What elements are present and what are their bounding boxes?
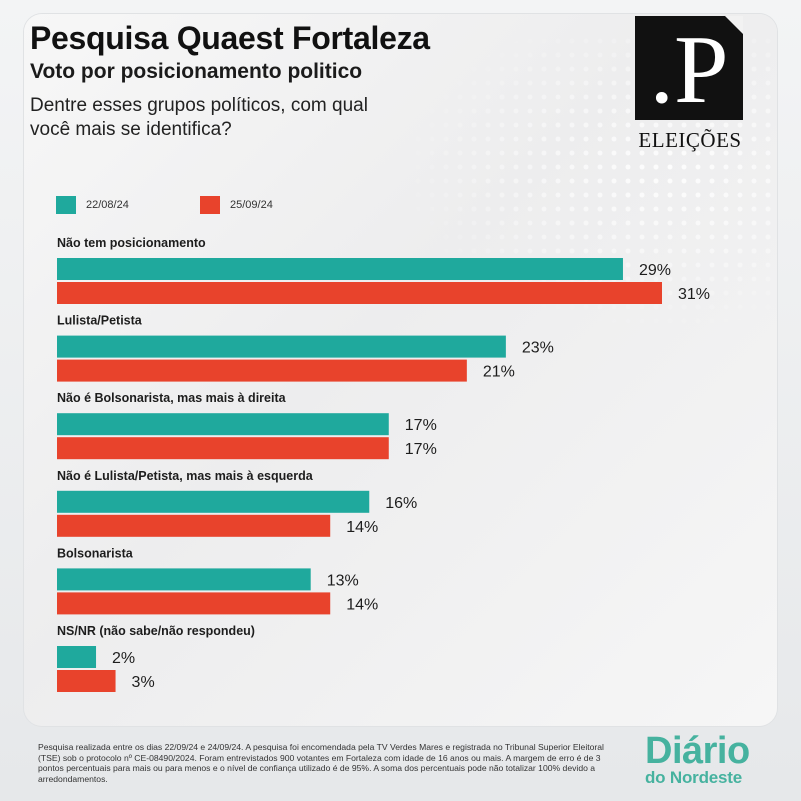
- bar-series-2: [57, 592, 331, 615]
- bar-series-1: [57, 646, 97, 668]
- logo-letter: .P: [649, 16, 729, 124]
- bar-value-label: 17%: [405, 441, 437, 458]
- legend-swatch-series-2: [200, 196, 220, 214]
- legend-item-series-1: 22/08/24: [56, 196, 129, 214]
- bar-value-label: 17%: [405, 417, 437, 434]
- bar-series-2: [57, 282, 662, 304]
- bar-chart: Não tem posicionamento 29% 31% Lulista/Peti…: [57, 236, 710, 692]
- bar-series-1: [57, 490, 370, 513]
- category-label: Não é Lulista/Petista, mas mais à esquer…: [57, 469, 314, 483]
- legend-label-series-1: 22/08/24: [86, 199, 129, 211]
- bar-value-label: 29%: [639, 262, 671, 279]
- bar-value-label: 31%: [678, 286, 710, 303]
- bar-value-label: 23%: [522, 340, 554, 357]
- category-label: NS/NR (não sabe/não respondeu): [57, 624, 255, 638]
- category-label: Não tem posicionamento: [57, 236, 206, 250]
- legend-swatch-series-1: [56, 196, 76, 214]
- category-label: Não é Bolsonarista, mas mais à direita: [57, 391, 287, 405]
- page-title: Pesquisa Quaest Fortaleza: [30, 20, 430, 56]
- page-subtitle: Voto por posicionamento politico: [30, 60, 363, 83]
- survey-question: Dentre esses grupos políticos, com qual …: [30, 95, 368, 140]
- bar-value-label: 3%: [132, 674, 155, 691]
- category-label: Lulista/Petista: [57, 314, 143, 328]
- bar-value-label: 13%: [327, 572, 359, 589]
- eleicoes-label: ELEIÇÕES: [638, 128, 742, 152]
- opovo-p-logo: .P: [635, 16, 743, 120]
- bar-series-1: [57, 258, 623, 280]
- brand-name-top: Diário: [645, 730, 750, 772]
- bar-series-2: [57, 359, 467, 382]
- legend-item-series-2: 25/09/24: [200, 196, 273, 214]
- methodology-footnote: Pesquisa realizada entre os dias 22/09/2…: [38, 742, 604, 784]
- bar-value-label: 14%: [346, 519, 378, 536]
- bar-value-label: 2%: [112, 650, 135, 667]
- bar-series-1: [57, 568, 311, 591]
- bar-value-label: 21%: [483, 364, 515, 381]
- bar-series-2: [57, 670, 116, 692]
- bar-series-2: [57, 514, 331, 537]
- bar-series-1: [57, 335, 506, 358]
- bar-value-label: 14%: [346, 596, 378, 613]
- legend-label-series-2: 25/09/24: [230, 199, 273, 211]
- bar-series-1: [57, 413, 389, 436]
- diario-do-nordeste-logo: Diário do Nordeste: [645, 730, 775, 787]
- brand-name-bottom: do Nordeste: [645, 768, 742, 787]
- bar-series-2: [57, 437, 389, 460]
- bar-value-label: 16%: [385, 495, 417, 512]
- category-label: Bolsonarista: [57, 546, 134, 560]
